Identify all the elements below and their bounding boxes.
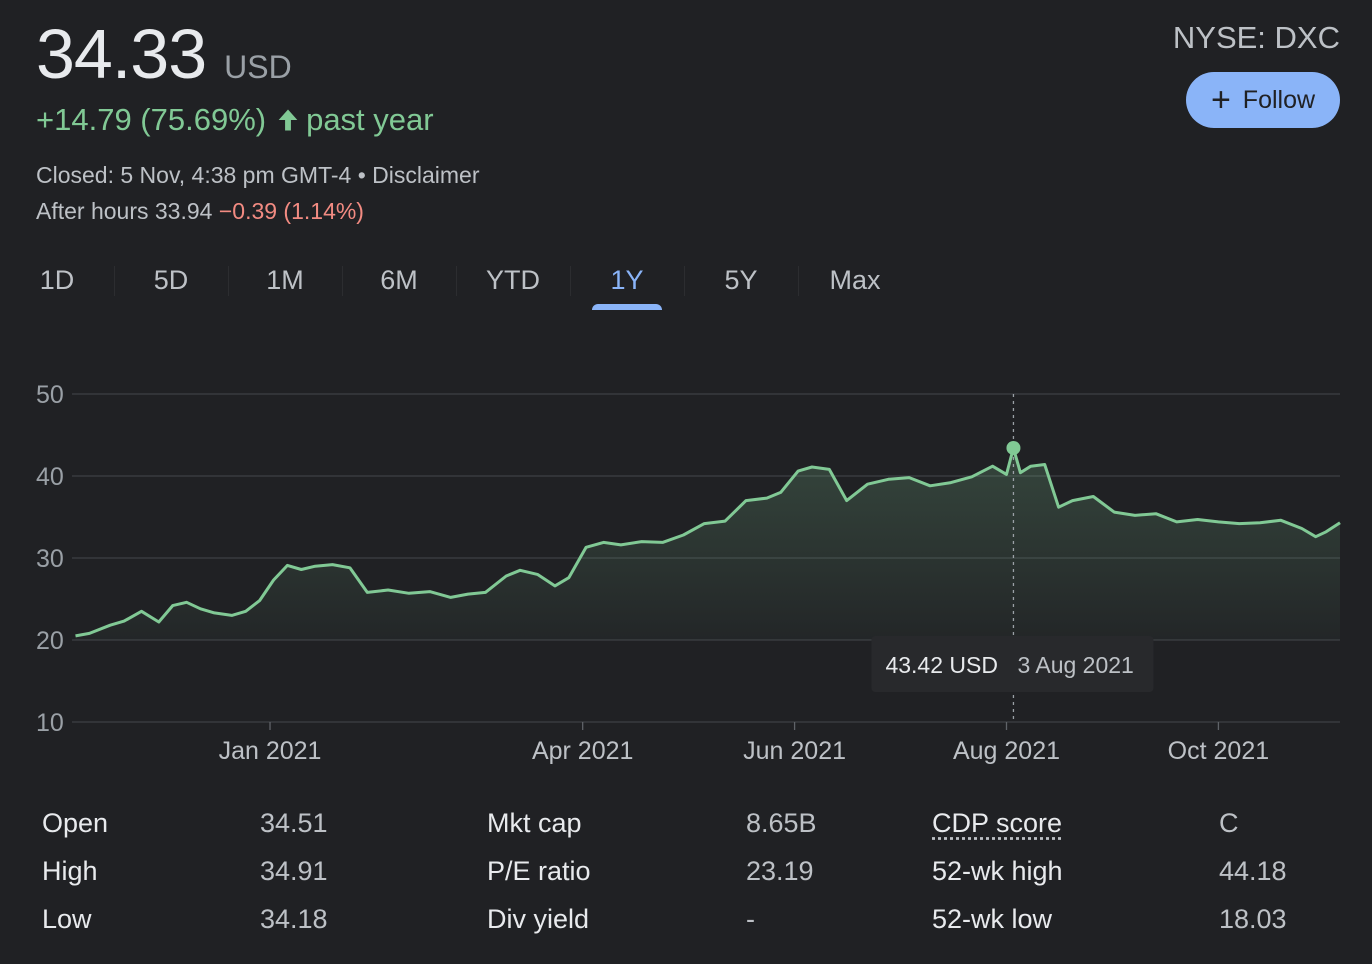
price-change: +14.79 (75.69%) — [36, 102, 267, 137]
price-chart[interactable]: 10 20 30 40 50 Jan 2021 Apr 2021 Jun 2021 Aug 20… — [0, 360, 1372, 780]
price-area — [75, 448, 1340, 640]
y-tick-label: 20 — [36, 627, 64, 655]
x-tick-label: Jun 2021 — [743, 737, 846, 765]
stat-label-cdp-score[interactable]: CDP score — [932, 808, 1063, 838]
current-price: 34.33 — [36, 15, 207, 93]
x-tick-label: Aug 2021 — [953, 737, 1060, 765]
plus-icon: + — [1210, 81, 1231, 119]
after-hours-info: After hours 33.94 −0.39 (1.14%) — [36, 198, 364, 225]
x-tick-label: Jan 2021 — [219, 737, 322, 765]
change-period: past year — [306, 102, 434, 137]
stat-label-pe-ratio: P/E ratio — [487, 856, 591, 886]
x-tick-label: Apr 2021 — [532, 737, 633, 765]
y-tick-label: 40 — [36, 463, 64, 491]
tab-ytd[interactable]: YTD — [456, 256, 570, 308]
after-hours-change: −0.39 (1.14%) — [218, 198, 364, 224]
follow-label: Follow — [1242, 85, 1316, 114]
stat-label-high: High — [42, 856, 98, 886]
stat-value-div-yield: - — [746, 904, 755, 934]
stat-label-52wk-high: 52-wk high — [932, 856, 1063, 886]
tab-5d[interactable]: 5D — [114, 256, 228, 308]
stat-value-open: 34.51 — [260, 808, 328, 838]
stat-value-mkt-cap: 8.65B — [746, 808, 817, 838]
stat-label-div-yield: Div yield — [487, 904, 590, 934]
hover-point — [1006, 440, 1021, 455]
currency-label: USD — [224, 49, 292, 85]
tab-max[interactable]: Max — [798, 256, 912, 308]
tab-1d[interactable]: 1D — [39, 265, 75, 295]
stat-value-52wk-low: 18.03 — [1219, 904, 1287, 934]
stat-label-low: Low — [42, 904, 92, 934]
stats-row: High 34.91 P/E ratio 23.19 52-wk high 44… — [42, 856, 1342, 896]
range-tabs: 1D 5D 1M 6M YTD 1Y 5Y Max — [0, 256, 912, 310]
after-hours-label: After hours 33.94 — [36, 198, 213, 224]
follow-button[interactable]: + Follow — [1186, 72, 1340, 128]
y-tick-label: 50 — [36, 381, 64, 409]
stat-value-pe-ratio: 23.19 — [746, 856, 814, 886]
stats-row: Low 34.18 Div yield - 52-wk low 18.03 — [42, 904, 1342, 944]
stat-value-52wk-high: 44.18 — [1219, 856, 1287, 886]
price-change-row: +14.79 (75.69%) past year — [36, 102, 434, 138]
stat-value-high: 34.91 — [260, 856, 328, 886]
tooltip-value: 43.42 USD — [885, 652, 998, 678]
tooltip-date: 3 Aug 2021 — [1017, 652, 1133, 678]
stats-row: Open 34.51 Mkt cap 8.65B CDP score C — [42, 808, 1342, 848]
tab-1y[interactable]: 1Y — [570, 256, 684, 310]
exchange-ticker: NYSE: DXC — [1172, 20, 1340, 55]
price-line — [75, 446, 1341, 638]
tooltip-box — [871, 636, 1154, 692]
price-row: 34.33 USD — [36, 14, 292, 94]
arrow-up-icon — [278, 109, 298, 131]
tab-6m[interactable]: 6M — [342, 256, 456, 308]
stat-label-52wk-low: 52-wk low — [932, 904, 1053, 934]
tab-5y[interactable]: 5Y — [684, 256, 798, 308]
stat-label-mkt-cap: Mkt cap — [487, 808, 582, 838]
closed-info: Closed: 5 Nov, 4:38 pm GMT-4 • Disclaime… — [36, 162, 480, 188]
y-tick-label: 10 — [36, 709, 64, 737]
stat-value-cdp-score: C — [1219, 808, 1239, 838]
x-tick-label: Oct 2021 — [1168, 737, 1269, 765]
y-tick-label: 30 — [36, 545, 64, 573]
stat-label-open: Open — [42, 808, 109, 838]
stat-value-low: 34.18 — [260, 904, 328, 934]
tab-1m[interactable]: 1M — [228, 256, 342, 308]
